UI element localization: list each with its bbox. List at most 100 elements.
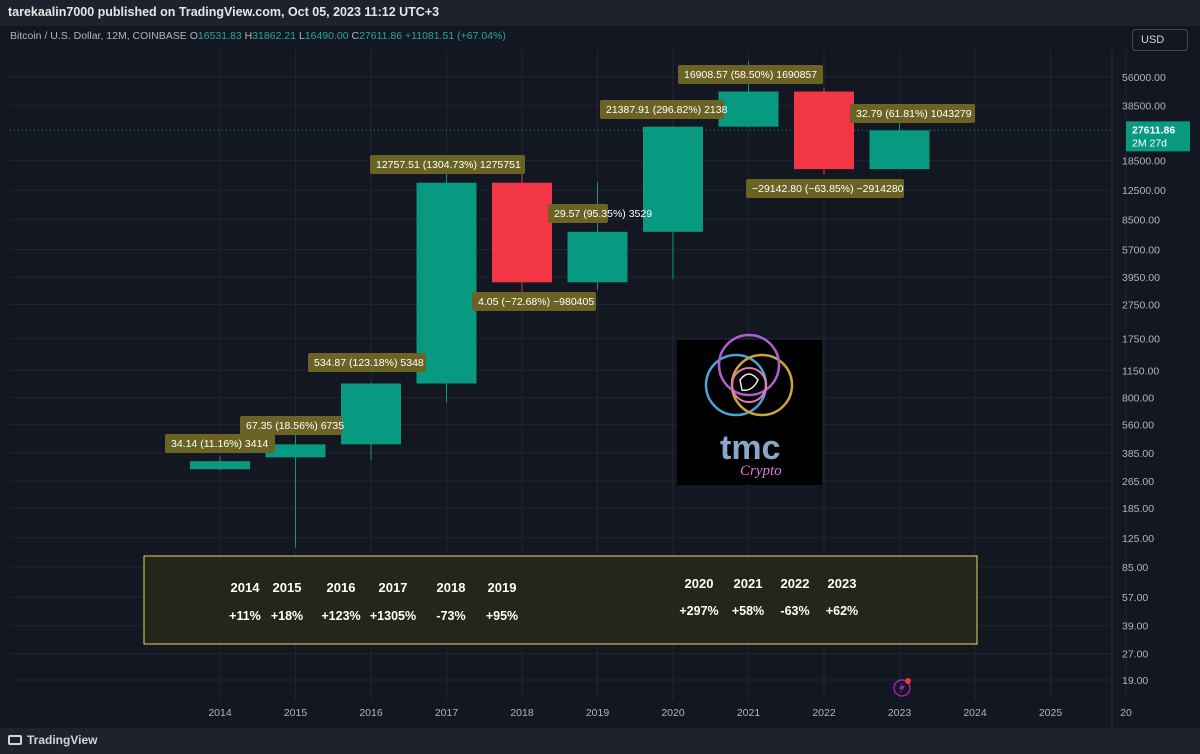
price-tick-label: 19.00: [1122, 675, 1148, 687]
change-label-2016: 534.87 (123.18%) 5348: [314, 357, 424, 369]
change-label-2022: −29142.80 (−63.85%) −2914280: [752, 183, 904, 195]
change-label-2019: 29.57 (95.35%) 3529: [554, 208, 652, 220]
summary-change: +297%: [679, 604, 718, 618]
last-price-value: 27611.86: [1132, 124, 1175, 136]
candle-body-2015[interactable]: [265, 444, 326, 458]
candle-body-2018[interactable]: [492, 182, 552, 283]
summary-change: -63%: [780, 604, 809, 618]
candle-body-2023[interactable]: [869, 130, 930, 170]
time-tick-label: 2020: [661, 707, 685, 719]
change-label-2014: 34.14 (11.16%) 3414: [171, 438, 268, 450]
price-tick-label: 38500.00: [1122, 100, 1166, 112]
candle-body-2014[interactable]: [190, 461, 250, 470]
price-tick-label: 265.00: [1122, 476, 1154, 488]
publisher-text: tarekaalin7000 published on TradingView.…: [8, 5, 440, 19]
low-label: L: [298, 30, 305, 42]
open-value: 16531.83: [197, 30, 242, 42]
time-tick-label: 2016: [359, 707, 383, 719]
time-tick-label: 2024: [963, 707, 987, 719]
candle-body-2021[interactable]: [718, 91, 779, 127]
change-label-box-2019: [548, 204, 608, 223]
candles: [190, 61, 930, 548]
bar-countdown: 2M 27d: [1132, 137, 1167, 149]
candle-body-2020[interactable]: [643, 126, 703, 232]
change-label-2020: 21387.91 (296.82%) 2138: [606, 104, 728, 116]
summary-change: +62%: [826, 604, 858, 618]
change-label-2015: 67.35 (18.56%) 6735: [246, 420, 344, 432]
price-tick-label: 3950.00: [1122, 272, 1160, 284]
tradingview-logo[interactable]: TradingView: [8, 733, 97, 747]
candle-body-2022[interactable]: [794, 91, 854, 170]
high-value: 31862.21: [252, 30, 297, 42]
change-label-box-2014: [165, 434, 275, 453]
summary-year: 2015: [273, 580, 302, 595]
currency-button[interactable]: USD: [1132, 29, 1188, 51]
time-tick-label: 20: [1120, 707, 1132, 719]
time-tick-label: 2022: [812, 707, 836, 719]
summary-year: 2014: [231, 580, 261, 595]
summary-year: 2022: [781, 576, 810, 591]
footer-bar: [0, 728, 1200, 754]
summary-year: 2017: [379, 580, 408, 595]
time-tick-label: 2019: [586, 707, 610, 719]
change-value: +11081.51 (+67.04%): [405, 30, 506, 42]
change-labels: 34.14 (11.16%) 3414 67.35 (18.56%) 6735 53…: [165, 65, 975, 453]
change-label-box-2020: [600, 100, 724, 119]
time-tick-label: 2025: [1039, 707, 1063, 719]
price-tick-label: 560.00: [1122, 420, 1154, 432]
summary-year: 2021: [734, 576, 763, 591]
symbol-legend[interactable]: Bitcoin / U.S. Dollar, 12M, COINBASE O16…: [10, 30, 506, 42]
change-label-box-2016: [308, 353, 426, 372]
time-tick-label: 2015: [284, 707, 308, 719]
price-tick-label: 1150.00: [1122, 365, 1159, 377]
summary-change: +1305%: [370, 609, 416, 623]
time-tick-label: 2023: [888, 707, 912, 719]
logo-tmc-text: tmc: [720, 429, 780, 467]
change-label-box-2015: [240, 416, 342, 435]
price-tick-label: 39.00: [1122, 621, 1148, 633]
summary-change: +95%: [486, 609, 518, 623]
summary-box: 2014 +11% 2015 +18% 2016 +123% 2017 +1305% 2018 -…: [143, 555, 978, 645]
change-label-box-2023: [850, 104, 975, 123]
close-value: 27611.86: [359, 30, 403, 42]
change-label-box-2021: [678, 65, 823, 84]
change-label-2018: 4.05 (−72.68%) −980405: [478, 296, 594, 308]
high-label: H: [244, 30, 253, 42]
price-tick-label: 800.00: [1122, 393, 1154, 405]
summary-change: -73%: [436, 609, 465, 623]
price-tick-label: 125.00: [1122, 533, 1154, 545]
time-tick-label: 2017: [435, 707, 459, 719]
time-axis: 2014 2015 2016 2017 2018 2019 2020 2021 2022 2023…: [208, 707, 1132, 719]
tmc-crypto-logo: tmc Crypto: [677, 333, 822, 485]
time-tick-label: 2018: [510, 707, 534, 719]
open-label: O: [189, 30, 198, 42]
summary-year: 2023: [828, 576, 857, 591]
logo-crypto-text: Crypto: [740, 463, 782, 479]
summary-year: 2016: [327, 580, 356, 595]
candle-body-2019[interactable]: [567, 231, 628, 283]
change-label-box-2022: [746, 179, 904, 198]
price-tick-label: 1750.00: [1122, 334, 1160, 346]
summary-year: 2020: [685, 576, 714, 591]
low-value: 16490.00: [304, 30, 349, 42]
change-label-2021: 16908.57 (58.50%) 1690857: [684, 69, 817, 81]
change-label-2017: 12757.51 (1304.73%) 1275751: [376, 159, 521, 171]
summary-change: +18%: [271, 609, 303, 623]
price-tick-label: 2750.00: [1122, 299, 1160, 311]
time-tick-label: 2014: [208, 707, 232, 719]
price-tick-label: 385.00: [1122, 448, 1154, 460]
close-label: C: [351, 30, 360, 42]
publisher-bar: [0, 0, 1200, 26]
change-label-box-2017: [370, 155, 525, 174]
candle-body-2017[interactable]: [416, 182, 477, 384]
candle-body-2016[interactable]: [341, 383, 401, 445]
summary-year: 2019: [488, 580, 517, 595]
summary-change: +58%: [732, 604, 764, 618]
price-tick-label: 57.00: [1122, 592, 1148, 604]
flash-icon[interactable]: [893, 678, 911, 697]
summary-change: +11%: [229, 609, 261, 623]
summary-box-frame: [143, 555, 978, 645]
price-tick-label: 5700.00: [1122, 244, 1160, 256]
price-tick-label: 27.00: [1122, 648, 1148, 660]
